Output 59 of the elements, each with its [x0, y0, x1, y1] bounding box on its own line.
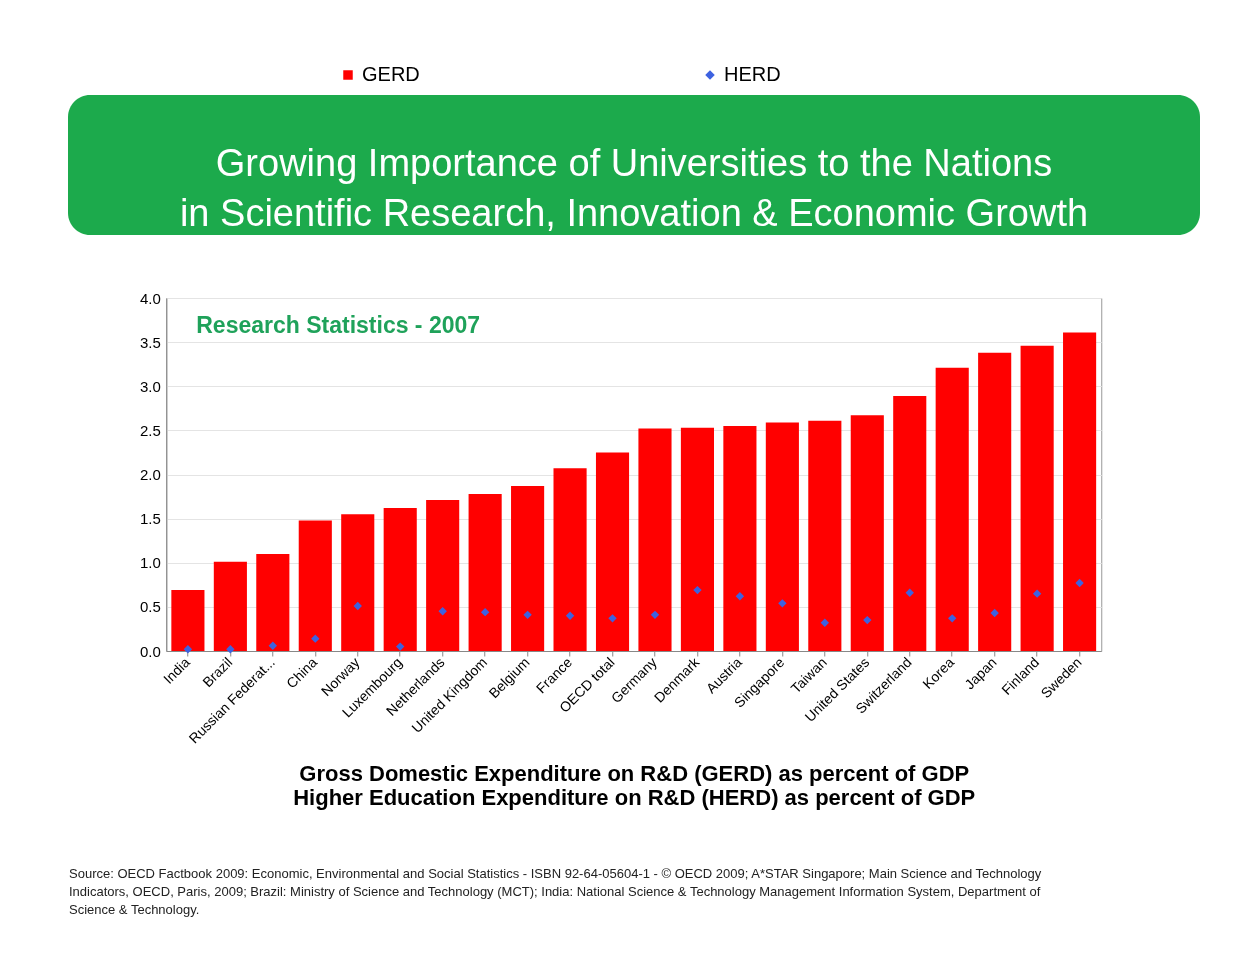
point [1075, 578, 1084, 588]
point [565, 611, 575, 620]
x-axis-title: Gross Domestic Expenditure on R&D (GERD) as percent of GDP Higher Education Expenditure on R&D (HERD) as percent of GDP [293, 761, 976, 811]
point [183, 645, 193, 654]
point [693, 585, 702, 595]
annotation: Research Statistics - 2007 [196, 312, 481, 338]
bar [1063, 332, 1097, 651]
bar [1020, 345, 1054, 651]
y-tick-label: 1.5 [139, 510, 161, 528]
bar [595, 452, 630, 651]
y-tick-label: 0.5 [139, 598, 161, 616]
bar [553, 468, 587, 651]
y-tick-label: 4.0 [139, 289, 161, 307]
legend-label: HERD [724, 63, 781, 85]
y-tick-label: 2.0 [139, 466, 161, 483]
point [438, 607, 447, 616]
point [1032, 589, 1042, 598]
legend-label: GERD [362, 63, 420, 85]
point [735, 592, 745, 601]
bar [680, 427, 714, 651]
point [311, 634, 320, 643]
bar [935, 367, 969, 651]
bar [383, 508, 417, 651]
point [863, 615, 872, 625]
bar [213, 561, 247, 651]
point [268, 641, 278, 650]
bar [808, 420, 842, 651]
y-tick-label: 0.0 [139, 642, 161, 660]
bar [765, 422, 799, 651]
bar [511, 485, 545, 651]
bar [723, 425, 757, 651]
point [226, 645, 235, 654]
point [650, 610, 660, 619]
bar [468, 493, 502, 651]
bar [893, 395, 927, 651]
bar [341, 514, 375, 651]
y-tick-label: 1.0 [139, 554, 161, 572]
bar [171, 590, 205, 651]
bar [638, 428, 672, 651]
source-note: Source: OECD Factbook 2009: Economic, Environmental and Social Statistics - ISBN 92-64-05604-1 - © OECD 2009; A*STAR Singapore; Main Science and Technology Indicators, OECD, Paris, 2009; Brazil: Ministry of Science and Technology (MCT); India: National Science & Technology Management Information System, Department of Science & Technology. [69, 866, 1042, 917]
point [353, 601, 362, 611]
chart-title: Growing Importance of Universities to the Nations in Scientific Research, Innovation & Economic Growth [179, 142, 1089, 234]
point [608, 614, 617, 623]
point [905, 588, 914, 597]
point [948, 614, 957, 623]
point [778, 599, 787, 608]
bar [426, 500, 460, 651]
point [990, 608, 999, 618]
bar [256, 553, 290, 651]
point [396, 642, 405, 651]
bar [298, 520, 332, 651]
point [480, 607, 490, 617]
point [523, 610, 532, 619]
bar [978, 352, 1012, 651]
point [820, 618, 830, 627]
y-tick-label: 3.0 [139, 377, 161, 395]
y-tick-label: 2.5 [139, 421, 161, 439]
y-tick-label: 3.5 [139, 333, 161, 351]
bar [850, 415, 884, 651]
